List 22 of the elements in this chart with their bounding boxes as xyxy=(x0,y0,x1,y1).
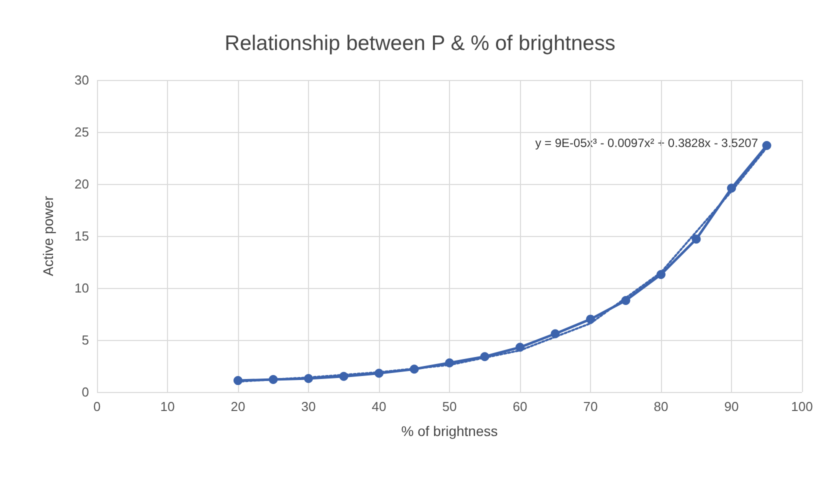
y-tick-label: 10 xyxy=(74,280,89,296)
x-tick-label: 50 xyxy=(442,399,457,414)
x-tick-label: 80 xyxy=(654,399,668,414)
y-tick-label: 20 xyxy=(74,176,89,192)
y-tick-label: 25 xyxy=(74,124,89,140)
x-tick-label: 10 xyxy=(160,399,175,414)
y-tick-label: 5 xyxy=(82,332,89,348)
chart-title: Relationship between P & % of brightness xyxy=(224,32,616,55)
x-axis-title: % of brightness xyxy=(401,423,498,439)
x-tick-label: 70 xyxy=(583,399,598,414)
x-tick-label: 90 xyxy=(724,399,739,414)
point xyxy=(692,234,701,244)
y-tick-label: 0 xyxy=(82,384,89,400)
x-tick-label: 20 xyxy=(230,399,246,414)
y-tick-label: 15 xyxy=(74,228,89,244)
x-tick-label: 60 xyxy=(512,399,528,414)
y-axis-title: Active power xyxy=(40,196,56,276)
x-tick-label: 0 xyxy=(93,399,101,414)
x-tick-label: 30 xyxy=(301,399,316,414)
x-tick-label: 40 xyxy=(372,399,386,414)
y-tick-label: 30 xyxy=(74,72,89,88)
x-tick-label: 100 xyxy=(791,399,813,414)
